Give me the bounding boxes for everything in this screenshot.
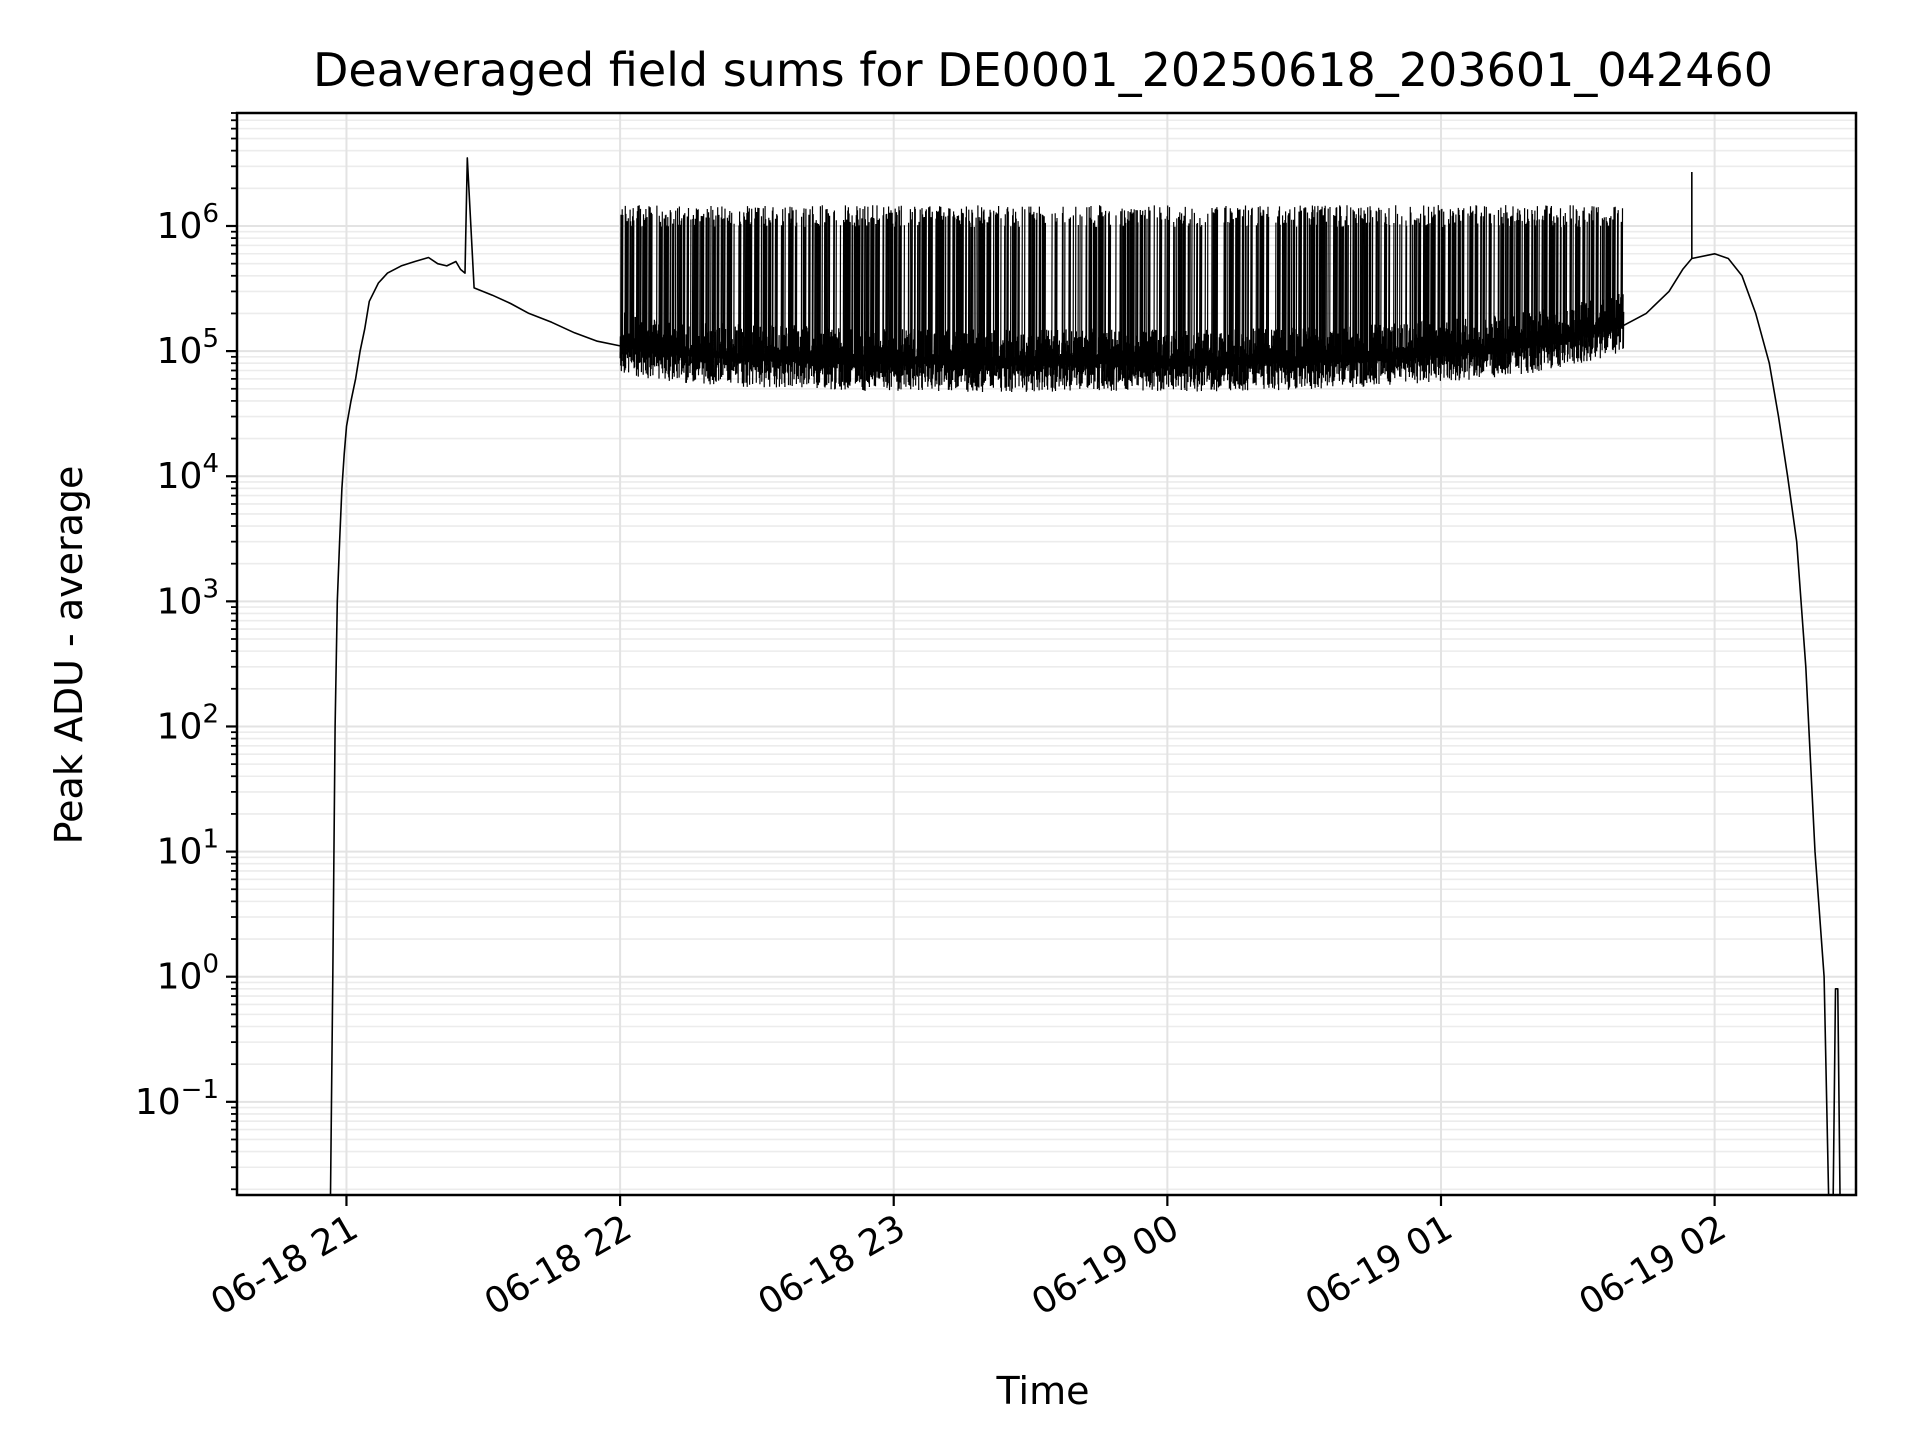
y-tick-label: 104 (157, 449, 219, 497)
plot-frame (235, 111, 1858, 1197)
y-axis: 10−1 100 101 102 103 104 105 106 (135, 112, 237, 1191)
grid (237, 112, 1856, 1195)
y-tick-label: 102 (157, 699, 219, 747)
x-tick-label: 06-19 02 (1572, 1207, 1733, 1323)
y-tick-label: 106 (157, 199, 219, 247)
x-axis-label: Time (996, 1369, 1090, 1413)
series-layer (329, 157, 1843, 1195)
y-tick-label: 10−1 (135, 1075, 219, 1123)
series-noise (619, 205, 1625, 393)
x-tick-label: 06-18 23 (752, 1207, 913, 1323)
y-tick-label: 105 (157, 324, 219, 372)
y-tick-label: 101 (157, 825, 219, 873)
x-axis: 06-18 21 06-18 22 06-18 23 06-19 00 06-19 01… (204, 1195, 1733, 1324)
y-tick-label: 103 (157, 574, 219, 622)
y-tick-label: 100 (157, 950, 219, 998)
x-tick-label: 06-18 22 (478, 1207, 639, 1323)
x-tick-label: 06-19 00 (1025, 1207, 1186, 1323)
x-tick-label: 06-19 01 (1299, 1207, 1460, 1323)
series-group (329, 157, 1843, 1195)
y-axis-label: Peak ADU - average (47, 466, 91, 845)
x-tick-label: 06-18 21 (204, 1207, 365, 1323)
chart-title: Deaveraged field sums for DE0001_2025061… (313, 43, 1773, 97)
